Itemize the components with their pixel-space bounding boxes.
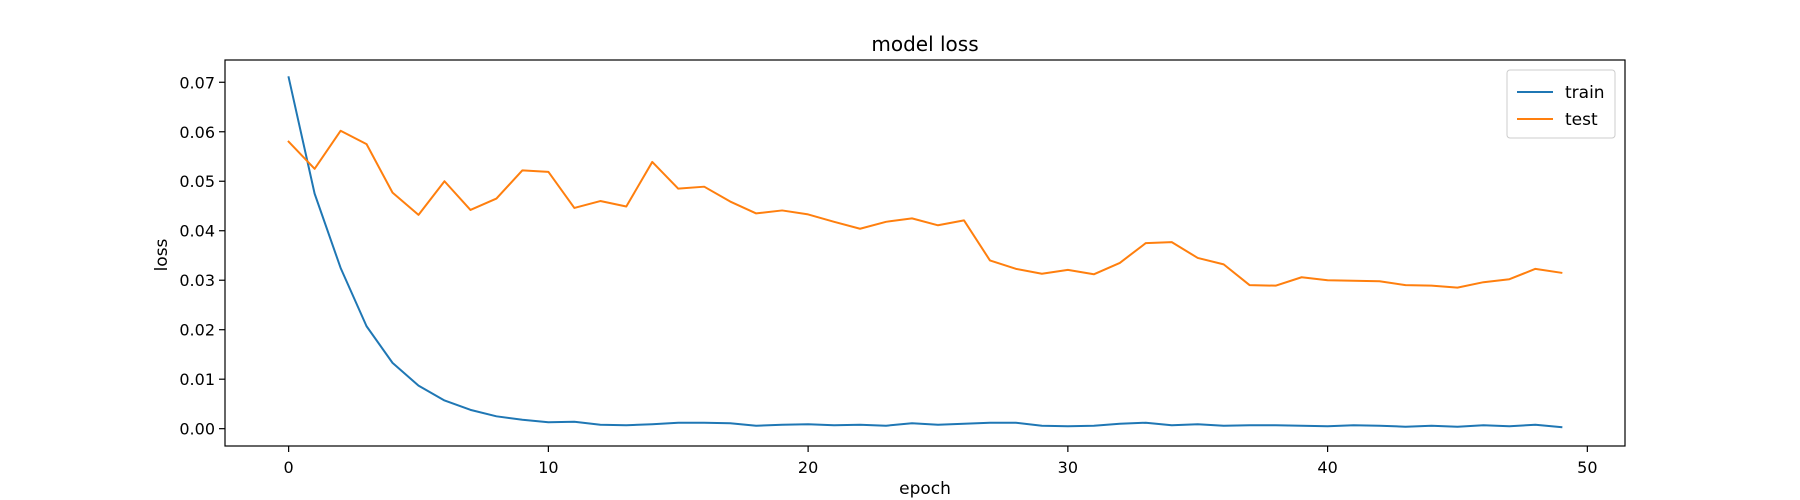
x-axis-label: epoch xyxy=(899,479,951,499)
y-axis-label: loss xyxy=(152,238,172,271)
y-tick-label: 0.03 xyxy=(179,271,215,290)
x-tick-label: 40 xyxy=(1317,458,1337,477)
legend-label-train: train xyxy=(1565,83,1605,103)
y-tick-label: 0.06 xyxy=(179,123,215,142)
series-line-train xyxy=(287,76,1563,429)
y-tick-label: 0.04 xyxy=(179,222,215,241)
x-tick-label: 10 xyxy=(538,458,558,477)
plot-frame xyxy=(224,59,1626,447)
y-tick-label: 0.02 xyxy=(179,321,215,340)
legend-box xyxy=(1506,69,1616,139)
y-tick-label: 0.05 xyxy=(179,172,215,191)
plot-area: 0 10 20 30 40 50 0.00 0.01 0.02 0.03 0.04 0.05 0.06 0… xyxy=(179,59,1626,477)
x-tick-label: 0 xyxy=(284,458,294,477)
x-tick-label: 50 xyxy=(1577,458,1597,477)
legend-label-test: test xyxy=(1565,110,1598,130)
y-tick-label: 0.07 xyxy=(179,73,215,92)
chart-title: model loss xyxy=(871,32,978,56)
y-tick-label: 0.00 xyxy=(179,420,215,439)
series-line-test xyxy=(287,129,1563,289)
x-tick-label: 20 xyxy=(798,458,818,477)
y-tick-label: 0.01 xyxy=(179,370,215,389)
x-tick-label: 30 xyxy=(1058,458,1078,477)
